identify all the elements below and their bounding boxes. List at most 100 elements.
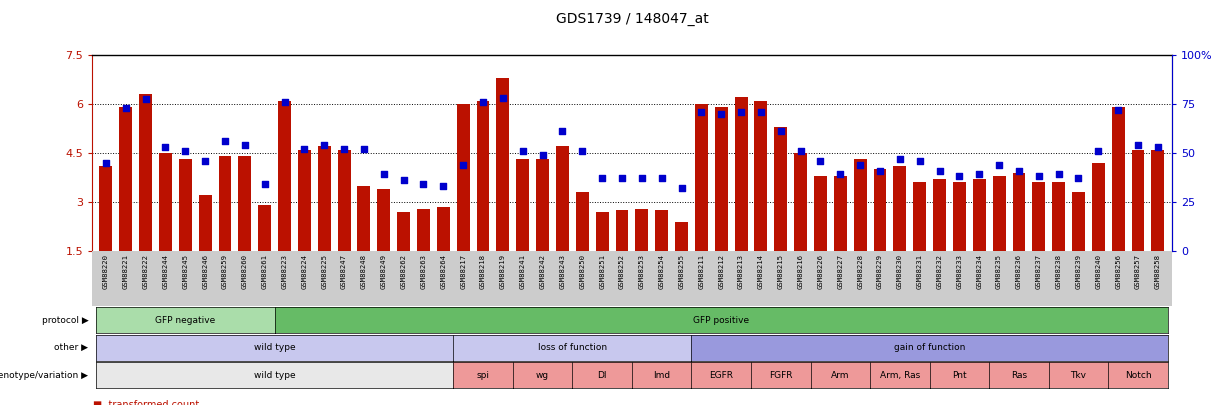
Text: GSM88244: GSM88244 [162,254,168,289]
Point [1009,167,1028,174]
Point [413,181,433,188]
Point [771,128,790,134]
Text: GSM88245: GSM88245 [183,254,188,289]
Bar [279,100,291,251]
Point [989,162,1009,168]
Text: GSM88256: GSM88256 [1115,254,1121,289]
Point [255,181,275,188]
Point [593,175,612,182]
Bar [160,153,172,251]
Bar [179,160,191,251]
Bar [636,209,648,251]
Bar [398,212,410,251]
Bar [437,207,450,251]
Text: GSM88236: GSM88236 [1016,254,1022,289]
Text: GSM88218: GSM88218 [480,254,486,289]
Bar [854,160,866,251]
Point [474,98,493,105]
Text: GSM88252: GSM88252 [618,254,625,289]
Text: GSM88228: GSM88228 [858,254,863,289]
Point [910,158,930,164]
Point [394,177,413,183]
Point [433,183,453,190]
Bar [913,182,926,251]
Point [493,95,513,101]
Text: GSM88241: GSM88241 [520,254,525,289]
Point [1128,142,1147,148]
Point [850,162,870,168]
Text: GSM88219: GSM88219 [499,254,506,289]
Point [1088,148,1108,154]
Text: protocol ▶: protocol ▶ [42,315,88,325]
Bar [517,160,529,251]
Text: GSM88217: GSM88217 [460,254,466,289]
Text: GSM88237: GSM88237 [1036,254,1042,289]
Text: GSM88258: GSM88258 [1155,254,1161,289]
Bar [774,127,788,251]
Text: GSM88257: GSM88257 [1135,254,1141,289]
Point [552,128,572,134]
Bar [616,210,628,251]
Text: GSM88216: GSM88216 [798,254,804,289]
Text: GSM88262: GSM88262 [401,254,406,289]
Bar [694,104,708,251]
Text: GSM88248: GSM88248 [361,254,367,289]
Text: GSM88238: GSM88238 [1055,254,1061,289]
Text: GSM88224: GSM88224 [302,254,308,289]
Text: GSM88213: GSM88213 [739,254,744,289]
Point [115,104,135,111]
Bar [834,176,847,251]
Bar [1112,107,1125,251]
Text: Ras: Ras [1011,371,1027,380]
Bar [953,182,966,251]
Text: loss of function: loss of function [537,343,607,352]
Text: GSM88261: GSM88261 [261,254,267,289]
Text: GSM88230: GSM88230 [897,254,903,289]
Text: GSM88251: GSM88251 [599,254,605,289]
Text: GSM88264: GSM88264 [440,254,447,289]
Bar [655,210,669,251]
Bar [933,179,946,251]
Point [751,109,771,115]
Text: gain of function: gain of function [894,343,966,352]
Point [573,148,593,154]
Point [930,167,950,174]
Text: GDS1739 / 148047_at: GDS1739 / 148047_at [556,12,708,26]
Bar [456,104,470,251]
Text: GSM88255: GSM88255 [679,254,685,289]
Bar [715,107,728,251]
Text: wg: wg [536,371,550,380]
Text: GSM88243: GSM88243 [560,254,566,289]
Bar [139,94,152,251]
Text: GFP positive: GFP positive [693,315,750,325]
Text: GSM88259: GSM88259 [222,254,228,289]
Text: GSM88239: GSM88239 [1076,254,1081,289]
Bar [218,156,232,251]
Bar [1131,149,1145,251]
Bar [893,166,907,251]
Text: GSM88247: GSM88247 [341,254,347,289]
Point [136,96,156,102]
Bar [973,179,985,251]
Text: Pnt: Pnt [952,371,967,380]
Point [294,146,314,152]
Bar [238,156,252,251]
Point [355,146,374,152]
Text: GSM88250: GSM88250 [579,254,585,289]
Text: Arm, Ras: Arm, Ras [880,371,920,380]
Text: GFP negative: GFP negative [155,315,216,325]
Text: GSM88222: GSM88222 [142,254,148,289]
Text: GSM88233: GSM88233 [956,254,962,289]
Text: Arm: Arm [831,371,849,380]
Text: GSM88240: GSM88240 [1096,254,1102,289]
Point [950,173,969,180]
Bar [794,153,807,251]
Point [712,110,731,117]
Text: GSM88212: GSM88212 [718,254,724,289]
Point [215,138,234,144]
Bar [556,146,569,251]
Text: GSM88220: GSM88220 [103,254,109,289]
Bar [476,100,490,251]
Point [175,148,195,154]
Text: Dl: Dl [598,371,607,380]
